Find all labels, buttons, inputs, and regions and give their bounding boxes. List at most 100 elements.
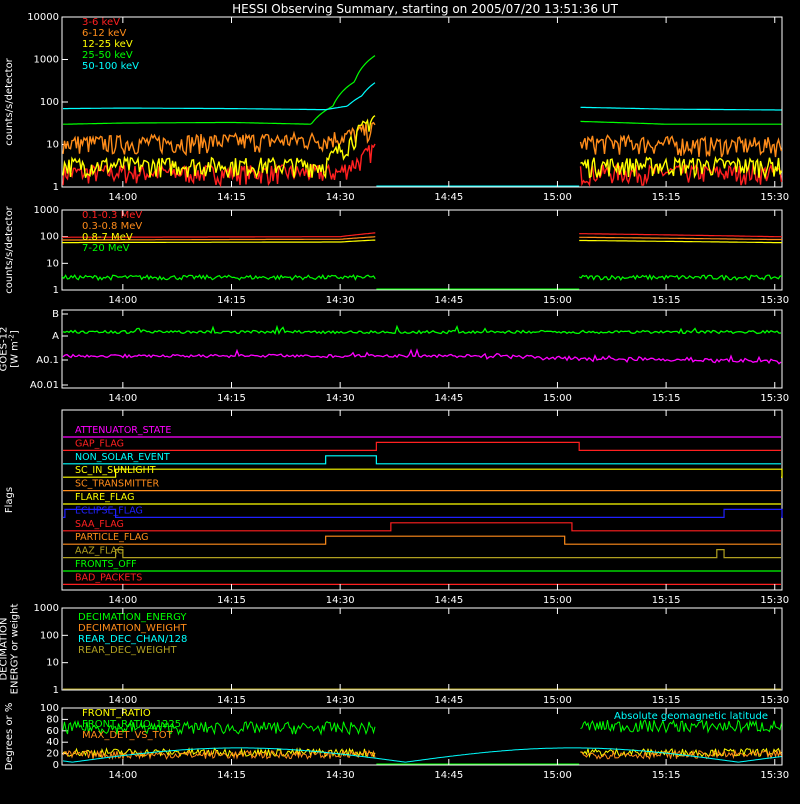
panel2-series-line [62,236,376,241]
panel3-xtick-label: 15:15 [652,393,681,404]
panel3-series-line [62,324,782,335]
panel5-frame [61,607,783,691]
panel2-series-line [62,239,376,244]
panel2-legend-entry: 0.1-0.3 MeV [82,210,142,221]
panel6-ytick-label: 60 [46,726,59,737]
panel1-ytick-label: 10 [46,140,59,151]
panel4-flag-line [63,522,781,532]
panel4-flag-label: FRONTS_OFF [75,559,137,570]
panel2-series-line [579,233,782,238]
panel5-legend-entry: REAR_DEC_WEIGHT [78,645,177,656]
panel4-xtick-label: 14:15 [217,595,246,606]
panel4-flag-line [63,548,781,559]
panel5-xtick-label: 15:00 [543,695,572,706]
panel4-xtick-label: 14:30 [326,595,355,606]
panel2-xtick-label: 14:45 [434,295,463,306]
panel1-xtick-label: 15:00 [543,192,572,203]
panel4-flag-label: PARTICLE_FLAG [75,532,148,543]
panel1-xtick-label: 14:15 [217,192,246,203]
chart-title: HESSI Observing Summary, starting on 200… [232,2,618,16]
panel6-series-line [62,747,782,763]
panel3-xtick-label: 15:00 [543,393,572,404]
panel3-ytick-label: A0.1 [36,355,59,366]
panel5-legend-entry: DECIMATION_ENERGY [78,612,187,623]
panel6-xtick-label: 14:15 [217,770,246,781]
panel1-xtick-label: 14:45 [434,192,463,203]
panel4-xtick-label: 15:30 [760,595,789,606]
panel4-flag-label: AAZ_FLAG [75,546,124,557]
panel1-ylabel: counts/s/detector [4,57,15,145]
panel2-legend-entry: 0.3-0.8 MeV [82,221,142,232]
panel3-ylabel-close: ] [10,330,21,334]
panel3-xtick-label: 14:00 [108,393,137,404]
panel4-flag-label: ATTENUATOR_STATE [75,425,171,436]
panel1-legend-entry: 50-100 keV [82,61,139,72]
panel1-ytick-label: 10000 [27,12,59,23]
panel1-legend-entry: 6-12 keV [82,28,126,39]
panel3-xtick-label: 14:15 [217,393,246,404]
panel2-ytick-label: 1 [53,285,59,296]
panel2-xtick-label: 15:30 [760,295,789,306]
panel4-flag-line [63,468,783,478]
panel4-flag-label: FLARE_FLAG [75,492,135,503]
panel1-ytick-label: 1 [53,182,59,193]
panel5-ylabel: DECIMATION [0,617,10,680]
panel1-xtick-label: 14:00 [108,192,137,203]
panel5-xtick-label: 15:15 [652,695,681,706]
panel5-xtick-label: 14:15 [217,695,246,706]
panel3-xtick-label: 15:30 [760,393,789,404]
panel1-ytick-label: 1000 [34,55,59,66]
panel6-xtick-label: 14:30 [326,770,355,781]
panel6-ytick-label: 20 [46,749,59,760]
panel2-legend-entry: 7-20 MeV [82,243,130,254]
panel1-legend-entry: 25-50 keV [82,50,133,61]
panel1-xtick-label: 14:30 [326,192,355,203]
panel2-xtick-label: 14:30 [326,295,355,306]
panel4-flag-label: SC_TRANSMITTER [75,479,160,490]
panel5-ytick-label: 1 [53,685,59,696]
panel3-ytick-label: B [52,309,59,320]
panel4-xtick-label: 15:00 [543,595,572,606]
panel2-ytick-label: 10 [46,258,59,269]
panel5-legend-entry: DECIMATION_WEIGHT [78,623,187,634]
panel5-xtick-label: 14:45 [434,695,463,706]
panel4-flag-line [63,508,783,519]
panel4-frame [61,409,783,591]
panel6-xtick-label: 15:00 [543,770,572,781]
panel6-xtick-label: 15:15 [652,770,681,781]
panel4-flag-label: SAA_FLAG [75,519,124,530]
panel2-ytick-label: 1000 [34,205,59,216]
panel5-xtick-label: 15:30 [760,695,789,706]
panel6-legend-entry: MAX_DET_VS_TOT [82,730,174,741]
panel6-right-label: Absolute geomagnetic latitude [614,711,768,722]
panel3-ylabel: [W m-2] [8,330,21,368]
panel3-frame [61,309,783,389]
panel2-series-line [62,232,376,238]
panel1-series-line [63,55,782,125]
panel4-xtick-label: 14:45 [434,595,463,606]
panel6-ytick-label: 40 [46,737,59,748]
panel1-legend-entry: 3-6 keV [82,17,120,28]
panel1-series-line [62,143,783,188]
panel5-ytick-label: 100 [40,630,59,641]
panel2-xtick-label: 15:00 [543,295,572,306]
panel6-ytick-label: 80 [46,714,59,725]
panel2-series-line [61,273,376,282]
panel6-xtick-label: 14:45 [434,770,463,781]
panel6-xtick-label: 14:00 [108,770,137,781]
panel2-xtick-label: 14:15 [217,295,246,306]
panel5-xtick-label: 14:00 [108,695,137,706]
panel3-series-line [62,348,782,365]
panel4-flag-line [63,535,781,545]
panel1-xtick-label: 15:15 [652,192,681,203]
panel6-ytick-label: 100 [40,703,59,714]
panel3-ylabel-sup: -2 [8,334,16,341]
panel2-ylabel: counts/s/detector [4,205,15,293]
panel6-series-line [62,719,782,736]
panel5-xtick-label: 14:30 [326,695,355,706]
panel3-xtick-label: 14:45 [434,393,463,404]
panel2-series-line [579,236,782,241]
panel6-ytick-label: 0 [53,760,59,771]
